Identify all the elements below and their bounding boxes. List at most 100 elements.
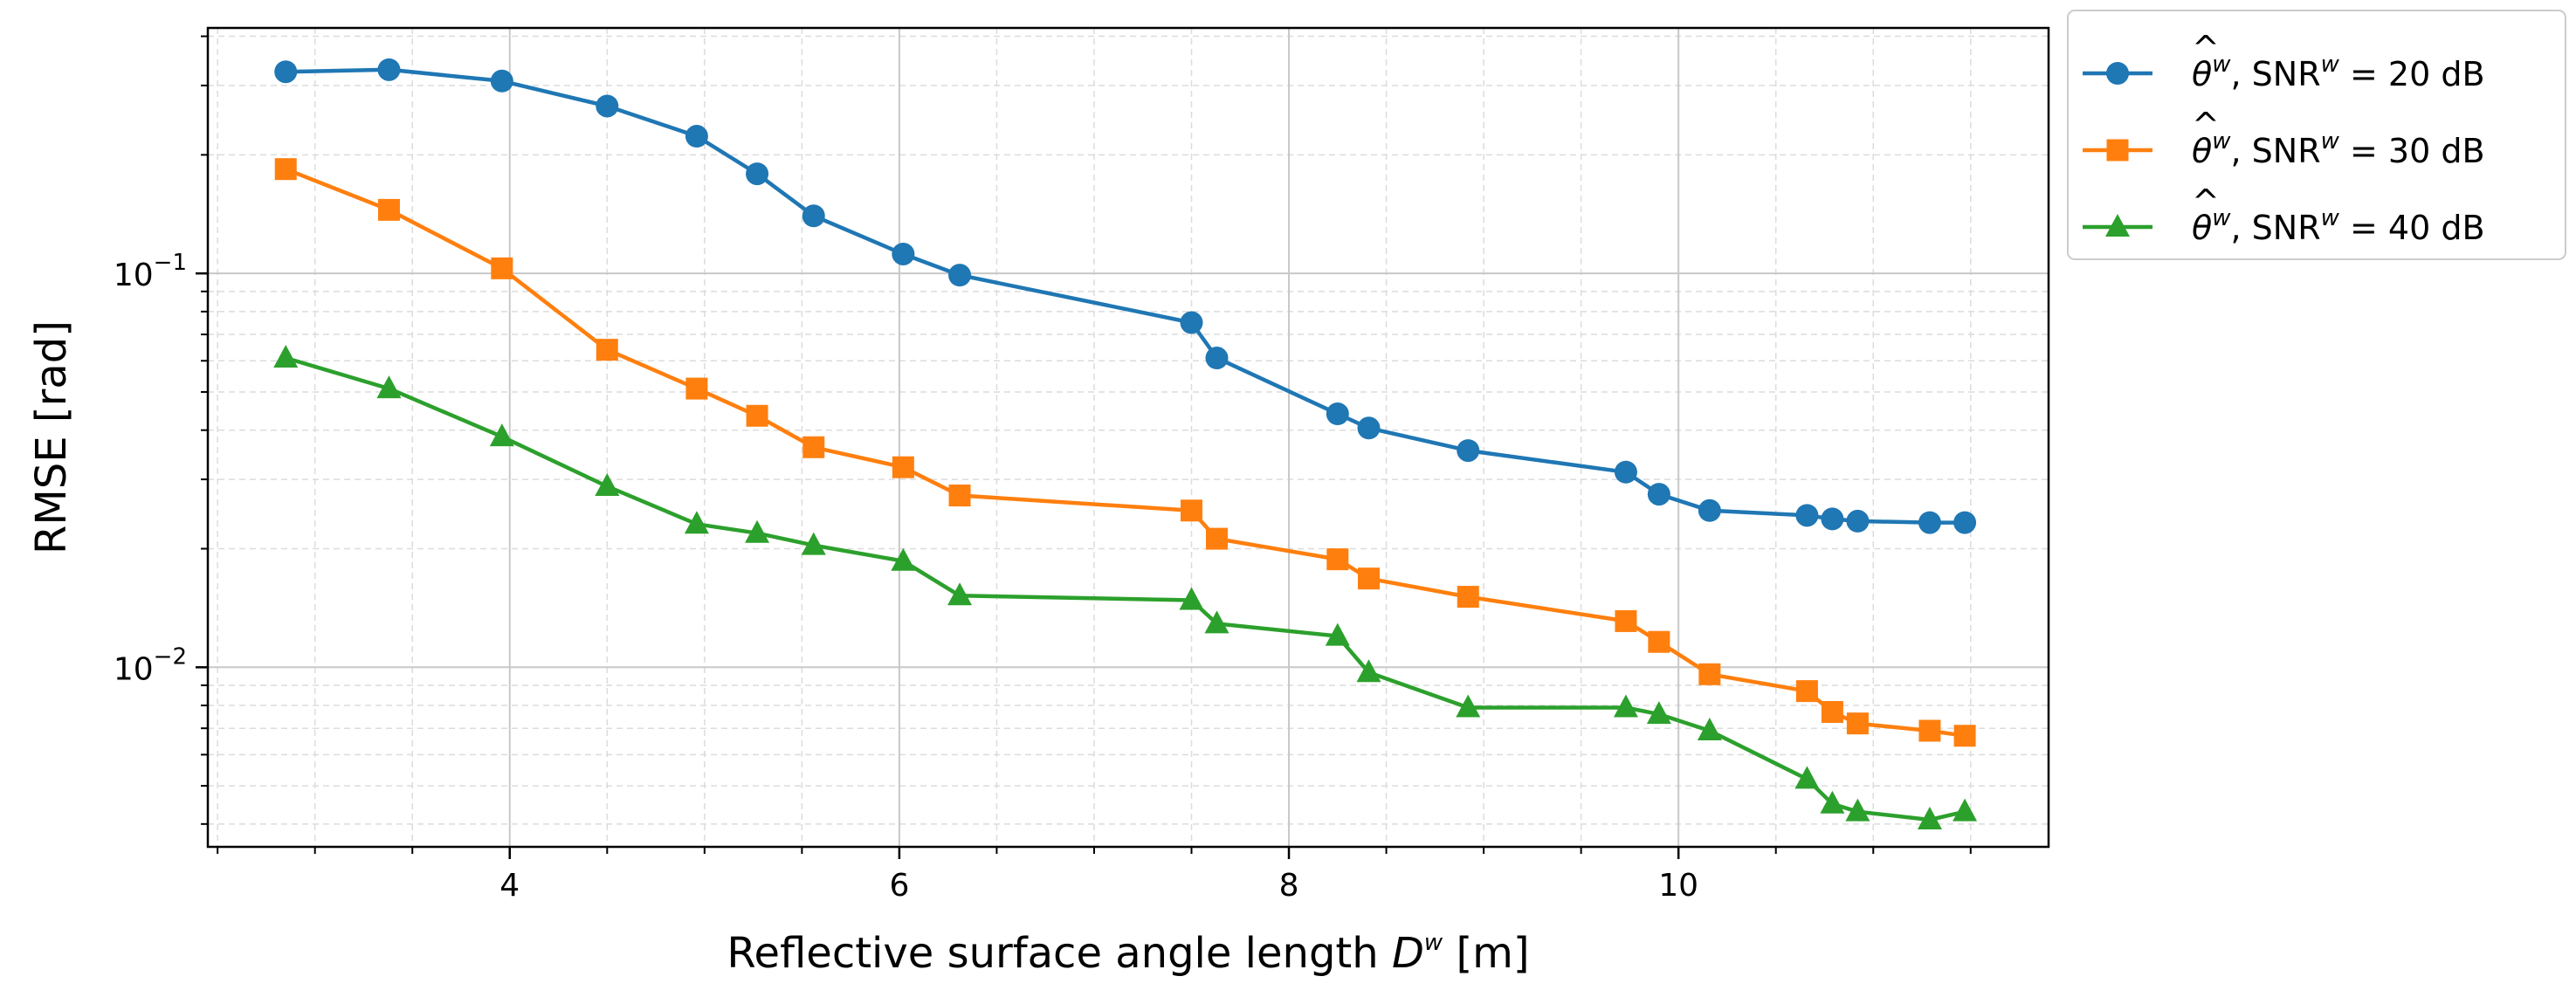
- data-point: [685, 125, 708, 148]
- minor-grid: [208, 28, 2049, 847]
- data-point: [273, 345, 299, 368]
- series-layer: [273, 58, 1978, 829]
- data-point: [1795, 504, 1819, 527]
- data-point: [1697, 718, 1722, 741]
- data-point: [1356, 659, 1381, 683]
- legend-label: θw, SNRw = 30 dB: [2192, 128, 2485, 170]
- y-tick-label: 10−1: [114, 250, 187, 293]
- data-point: [1917, 806, 1942, 829]
- data-point: [1821, 507, 1844, 531]
- legend: θw, SNRw = 20 dB^θw, SNRw = 30 dB^θw, SN…: [2067, 10, 2566, 260]
- data-point: [1821, 701, 1843, 724]
- legend-entry-3: θw, SNRw = 40 dB^: [2083, 182, 2485, 247]
- x-tick-label: 4: [499, 868, 520, 904]
- series-line-3: [285, 355, 1966, 822]
- data-point: [947, 582, 973, 606]
- x-axis-label-unit: [m]: [1456, 929, 1529, 978]
- data-point: [746, 162, 769, 186]
- data-point: [1846, 712, 1869, 735]
- x-axis-label-text: Reflective surface angle length: [727, 929, 1378, 978]
- legend-entry-1: θw, SNRw = 20 dB^: [2083, 29, 2485, 93]
- legend-hat: ^: [2192, 29, 2220, 67]
- series-3: [273, 345, 1978, 829]
- data-point: [1204, 610, 1229, 634]
- data-point: [948, 485, 971, 507]
- data-point: [1205, 347, 1229, 370]
- data-point: [490, 69, 513, 93]
- data-point: [1357, 416, 1381, 440]
- y-tick-label: 10−2: [114, 643, 187, 687]
- data-point: [685, 377, 708, 400]
- data-point: [1180, 499, 1202, 522]
- data-point: [745, 519, 770, 543]
- data-point: [491, 257, 513, 279]
- data-point: [1918, 511, 1941, 534]
- data-point: [1326, 402, 1349, 426]
- data-point: [1646, 701, 1671, 725]
- data-point: [1457, 439, 1480, 463]
- data-point: [892, 242, 915, 265]
- data-point: [802, 204, 825, 228]
- data-point: [1179, 587, 1204, 610]
- data-point: [1357, 567, 1380, 590]
- legend-marker: [2106, 139, 2129, 162]
- data-point: [377, 198, 400, 221]
- data-point: [1953, 798, 1978, 822]
- data-point: [948, 264, 972, 287]
- data-point: [1698, 499, 1721, 522]
- series-line-2: [285, 167, 1966, 739]
- legend-hat: ^: [2192, 182, 2220, 221]
- data-point: [1795, 680, 1818, 703]
- x-axis-label-superscript: w: [1424, 930, 1443, 956]
- data-point: [1845, 798, 1870, 822]
- data-point: [892, 456, 914, 478]
- x-tick-label: 10: [1658, 868, 1698, 904]
- series-2: [274, 158, 1976, 747]
- data-point: [1457, 586, 1479, 609]
- data-point: [1648, 630, 1670, 653]
- data-point: [274, 158, 297, 181]
- data-point: [1953, 725, 1976, 747]
- data-point: [1953, 511, 1977, 534]
- data-point: [891, 547, 916, 571]
- data-point: [801, 532, 826, 555]
- data-point: [595, 473, 620, 497]
- data-point: [274, 60, 298, 84]
- axis-ticks: 4 6 8 10 10−2 10−1: [114, 35, 1972, 904]
- x-axis-label: Reflective surface angle length Dw [m]: [727, 929, 1529, 978]
- series-line-1: [286, 67, 1966, 525]
- legend-marker: [2105, 214, 2130, 237]
- data-point: [1846, 509, 1870, 533]
- series-1: [274, 58, 1977, 534]
- data-point: [1205, 527, 1228, 550]
- data-point: [1794, 766, 1820, 789]
- legend-entry-2: θw, SNRw = 30 dB^: [2083, 106, 2485, 170]
- data-point: [1614, 460, 1637, 484]
- legend-label: θw, SNRw = 40 dB: [2192, 205, 2485, 247]
- legend-marker: [2106, 62, 2129, 85]
- data-point: [1456, 694, 1481, 718]
- data-point: [1820, 790, 1845, 814]
- x-axis-label-symbol: D: [1392, 929, 1424, 978]
- data-point: [1325, 622, 1350, 646]
- data-point: [1180, 311, 1203, 334]
- data-point: [1615, 609, 1637, 632]
- data-point: [596, 94, 619, 118]
- plot-area-frame: [206, 26, 2050, 849]
- legend-label: θw, SNRw = 20 dB: [2192, 52, 2485, 93]
- data-point: [684, 511, 709, 534]
- major-grid: [208, 28, 2049, 847]
- data-point: [596, 339, 618, 361]
- y-axis-label: RMSE [rad]: [27, 320, 76, 554]
- data-point: [376, 375, 402, 399]
- data-point: [1918, 719, 1941, 742]
- data-point: [1326, 548, 1349, 571]
- x-tick-label: 8: [1279, 868, 1299, 904]
- data-point: [1647, 483, 1670, 506]
- legend-hat: ^: [2192, 106, 2220, 144]
- data-point: [802, 436, 825, 458]
- x-tick-label: 6: [889, 868, 909, 904]
- data-point: [489, 423, 514, 447]
- data-point: [746, 404, 768, 427]
